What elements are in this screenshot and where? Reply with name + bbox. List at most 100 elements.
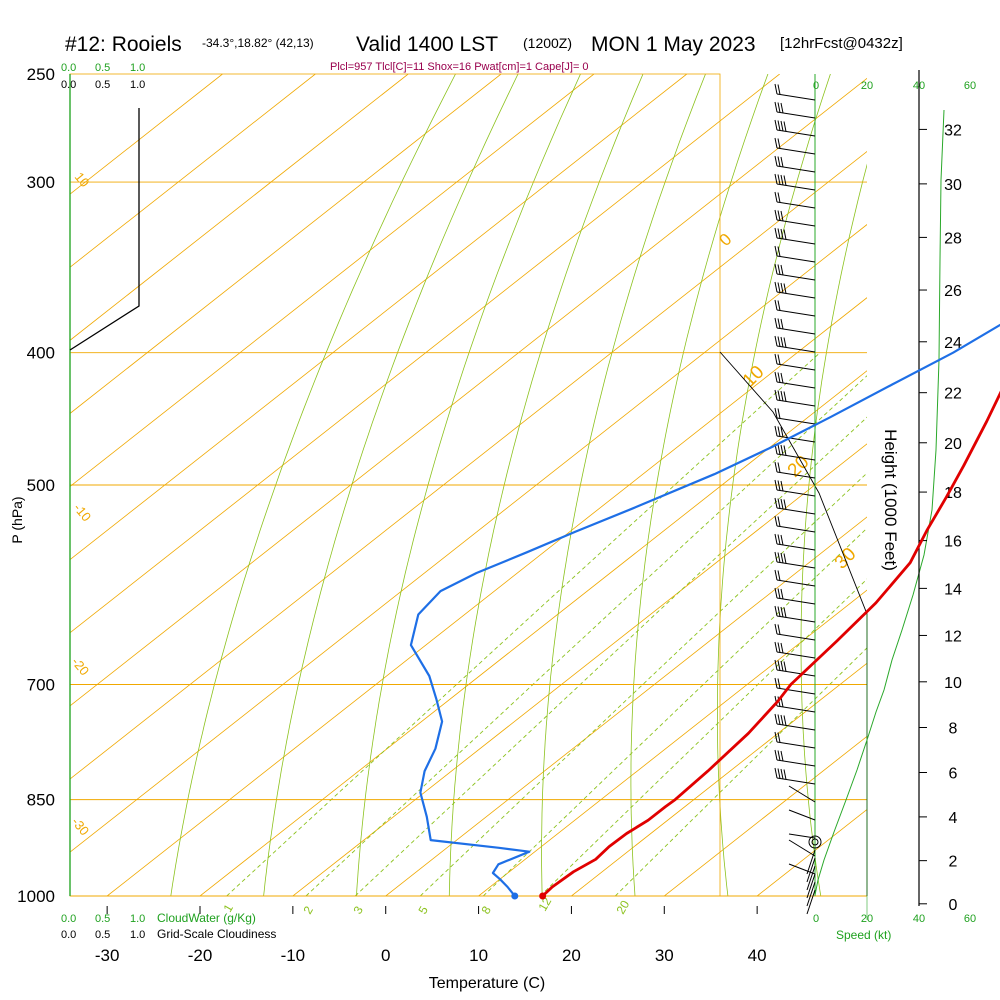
wind-barb-flag (774, 191, 778, 203)
height-tick-label: 32 (944, 122, 962, 139)
x-tick-label: 20 (562, 946, 581, 965)
wind-barb-staff (788, 809, 816, 821)
wind-barb-flag (780, 534, 784, 546)
wind-barb-flag (777, 390, 781, 401)
mixing-ratio-label-12: 12 (535, 895, 554, 914)
calm-wind-inner-circle (811, 838, 819, 846)
wind-barb-staff (776, 723, 816, 731)
wind-barb-flag (774, 83, 778, 95)
forecast-info: [12hrFcst@0432z] (780, 35, 903, 52)
wind-barb-flag (777, 192, 781, 203)
wind-barb-staff (776, 741, 816, 749)
wind-barb-flag (774, 731, 778, 743)
wind-barb-flag (780, 210, 784, 222)
cloudiness-label: Grid-Scale Cloudiness (157, 927, 276, 941)
wind-barb-flag (777, 588, 781, 599)
cloud-scale-top-black-2: 1.0 (130, 79, 145, 91)
isotherm-label-neg10: -10 (71, 500, 95, 524)
wind-barb-flag (774, 101, 778, 113)
pressure-tick-250: 250 (27, 65, 55, 84)
stability-indices: Plcl=957 Tlcl[C]=11 Shox=16 Pwat[cm]=1 C… (330, 61, 589, 73)
wind-barb-flag (777, 336, 781, 347)
wind-barb-flag (777, 282, 781, 293)
isotherm-label-10-top: 10 (72, 169, 93, 190)
calm-wind-circle (808, 835, 822, 849)
wind-barb-flag (774, 533, 778, 545)
height-tick-label: 30 (944, 177, 962, 194)
speed-tick-bottom-20: 20 (861, 913, 873, 925)
pressure-tick-400: 400 (27, 344, 55, 363)
height-tick-label: 2 (949, 854, 958, 871)
wind-barb-staff (776, 219, 816, 227)
wind-barb-flag (774, 353, 778, 365)
wind-barb-flag (774, 227, 778, 239)
wind-barb-staff (776, 633, 816, 641)
wind-barb-flag (783, 283, 787, 294)
height-tick-label: 10 (944, 675, 962, 692)
wind-barb-flag (783, 553, 787, 564)
wind-barb-flag (780, 156, 784, 168)
wind-barb-flag (780, 426, 784, 438)
wind-barb-staff (776, 93, 816, 101)
wind-barb-flag (774, 677, 778, 689)
dry-adiabat-line (541, 74, 706, 896)
speed-axis-label: Speed (kt) (836, 928, 891, 942)
wind-barb-flag (780, 642, 784, 654)
x-tick-label: 30 (655, 946, 674, 965)
speed-tick-top-0: 0 (813, 80, 819, 92)
wind-barb-flag (780, 102, 784, 114)
wind-barb-flag (780, 120, 784, 132)
wind-barbs (774, 83, 816, 915)
wind-barb-flag (780, 768, 784, 780)
wind-barb-flag (774, 137, 778, 149)
isotherm-line (571, 662, 867, 896)
dry-adiabat-line (263, 74, 519, 896)
x-tick-label: -30 (95, 946, 120, 965)
wind-barb-flag (780, 660, 784, 672)
wind-barb-staff (776, 273, 816, 281)
pressure-tick-700: 700 (27, 676, 55, 695)
wind-panel-boundary (719, 351, 868, 896)
wind-barb-flag (774, 641, 778, 653)
wind-barb-staff (776, 525, 816, 533)
cloud-scale-top-black-1: 0.5 (95, 79, 110, 91)
wind-barb-flag (777, 660, 781, 671)
wind-barb-flag (783, 499, 787, 510)
wind-barb-flag (780, 264, 784, 276)
wind-barb-staff (776, 201, 816, 209)
height-tick-label: 12 (944, 628, 962, 645)
wind-barb-flag (780, 498, 784, 510)
wind-barb-flag (780, 444, 784, 456)
wind-barb-flag (774, 245, 778, 257)
wind-barb-staff (776, 381, 816, 389)
wind-barb-flag (777, 516, 781, 527)
wind-barb-flag (780, 228, 784, 240)
cloudiness-profile-line (69, 108, 140, 351)
dry-adiabat-line (356, 74, 581, 896)
wind-barb-staff (776, 777, 816, 785)
mixing-ratio-label-5: 5 (415, 903, 431, 916)
x-tick-label: -20 (188, 946, 213, 965)
isotherm-line (478, 589, 867, 896)
wind-barb-flag (774, 515, 778, 527)
wind-barb-flag (783, 175, 787, 186)
pressure-tick-1000: 1000 (17, 887, 55, 906)
pressure-tick-850: 850 (27, 791, 55, 810)
wind-barb-flag (780, 606, 784, 618)
wind-barb-flag (774, 587, 778, 599)
height-tick-label: 24 (944, 335, 962, 352)
valid-date: MON 1 May 2023 (591, 33, 756, 56)
wind-barb-staff (776, 327, 816, 335)
valid-utc: (1200Z) (523, 35, 572, 51)
wind-barb-flag (780, 318, 784, 330)
wind-barb-flag (780, 750, 784, 762)
cloud-scale-top-green-2: 1.0 (130, 62, 145, 74)
wind-barb-flag (774, 389, 778, 401)
wind-barb-flag (780, 282, 784, 294)
wind-barb-flag (777, 210, 781, 221)
wind-barb-staff (776, 291, 816, 299)
isotherm-label-neg20: -20 (69, 654, 93, 678)
wind-barb-staff (776, 453, 816, 461)
